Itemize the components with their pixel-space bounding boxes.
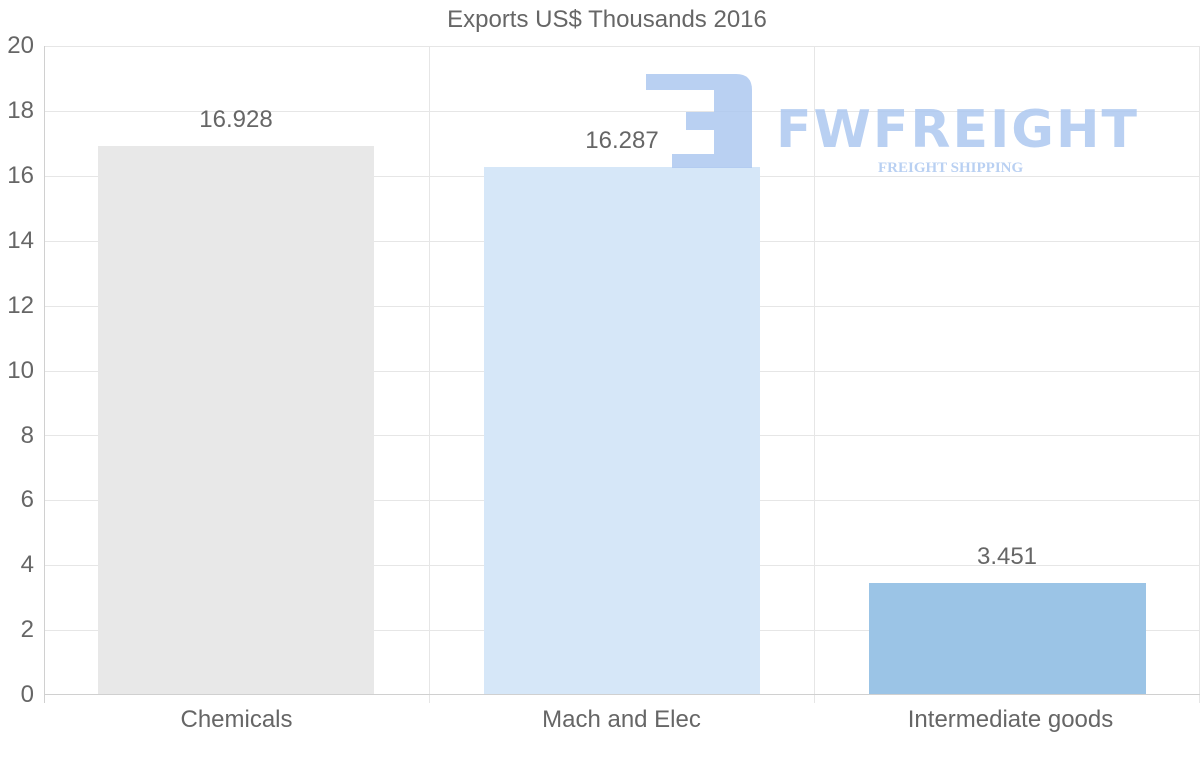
watermark-logo: FWFREIGHT FREIGHT SHIPPING (646, 72, 1146, 182)
x-tick-label: Chemicals (180, 706, 293, 733)
bar-value-label: 3.451 (976, 543, 1038, 570)
y-tick-label: 4 (20, 551, 34, 578)
y-tick-label: 8 (20, 422, 34, 449)
x-tick-label: Intermediate goods (907, 706, 1114, 733)
watermark-tagline: FREIGHT SHIPPING (878, 160, 1024, 176)
y-tick-label: 2 (20, 616, 34, 643)
x-tick-label: Mach and Elec (542, 706, 701, 733)
watermark-brand: FWFREIGHT (776, 100, 1139, 160)
bar-mach-and-elec (484, 166, 760, 695)
y-tick-label: 16 (7, 162, 34, 189)
category-divider (429, 46, 430, 703)
category-divider (814, 46, 815, 703)
y-axis (44, 46, 45, 703)
y-tick-label: 10 (7, 357, 34, 384)
y-tick-label: 20 (7, 32, 34, 59)
bar-value-label: 16.287 (585, 127, 659, 154)
y-tick-label: 6 (20, 486, 34, 513)
gridline (44, 46, 1200, 47)
bar-value-label: 16.928 (199, 106, 273, 133)
bar-intermediate-goods (869, 583, 1146, 695)
fwfreight-logo-icon (646, 74, 752, 168)
chart-title: Exports US$ Thousands 2016 (447, 6, 767, 33)
y-tick-label: 12 (7, 292, 34, 319)
y-tick-label: 14 (7, 227, 34, 254)
bar-chemicals (98, 145, 374, 695)
plot-area (44, 46, 1200, 703)
gridline (44, 110, 1200, 112)
x-axis (44, 694, 1200, 695)
y-tick-label: 18 (7, 97, 34, 124)
y-tick-label: 0 (20, 681, 34, 708)
